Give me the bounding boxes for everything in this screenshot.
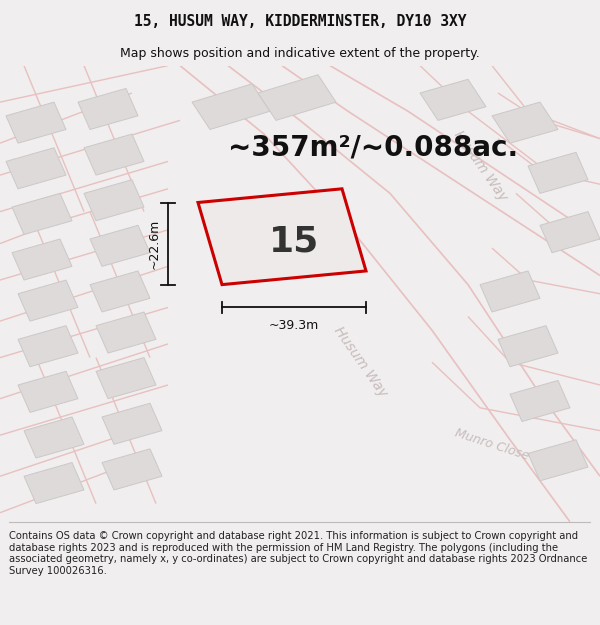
- Polygon shape: [258, 75, 336, 121]
- Polygon shape: [510, 381, 570, 421]
- Polygon shape: [6, 102, 66, 143]
- Polygon shape: [12, 239, 72, 280]
- Polygon shape: [540, 212, 600, 253]
- Polygon shape: [480, 271, 540, 312]
- Text: Husum Way: Husum Way: [331, 324, 389, 400]
- Text: Husum Way: Husum Way: [451, 128, 509, 204]
- Polygon shape: [192, 84, 270, 129]
- Polygon shape: [498, 326, 558, 367]
- Polygon shape: [6, 148, 66, 189]
- Polygon shape: [18, 280, 78, 321]
- Polygon shape: [12, 193, 72, 234]
- Text: ~357m²/~0.088ac.: ~357m²/~0.088ac.: [228, 134, 518, 162]
- Polygon shape: [90, 271, 150, 312]
- Text: ~22.6m: ~22.6m: [148, 218, 161, 269]
- Polygon shape: [102, 449, 162, 490]
- Polygon shape: [90, 225, 150, 266]
- Polygon shape: [492, 102, 558, 143]
- Text: Munro Close: Munro Close: [453, 426, 531, 462]
- Text: Map shows position and indicative extent of the property.: Map shows position and indicative extent…: [120, 47, 480, 60]
- Text: 15: 15: [269, 224, 319, 258]
- Text: ~39.3m: ~39.3m: [269, 319, 319, 332]
- Text: Contains OS data © Crown copyright and database right 2021. This information is : Contains OS data © Crown copyright and d…: [9, 531, 587, 576]
- Polygon shape: [528, 440, 588, 481]
- Polygon shape: [96, 357, 156, 399]
- Polygon shape: [18, 326, 78, 367]
- Polygon shape: [84, 134, 144, 175]
- Text: 15, HUSUM WAY, KIDDERMINSTER, DY10 3XY: 15, HUSUM WAY, KIDDERMINSTER, DY10 3XY: [134, 14, 466, 29]
- Polygon shape: [78, 88, 138, 129]
- Polygon shape: [102, 403, 162, 444]
- Polygon shape: [24, 462, 84, 504]
- Polygon shape: [528, 152, 588, 193]
- Polygon shape: [24, 417, 84, 458]
- Polygon shape: [84, 180, 144, 221]
- Polygon shape: [96, 312, 156, 353]
- Polygon shape: [420, 79, 486, 121]
- Polygon shape: [18, 371, 78, 413]
- Polygon shape: [198, 189, 366, 284]
